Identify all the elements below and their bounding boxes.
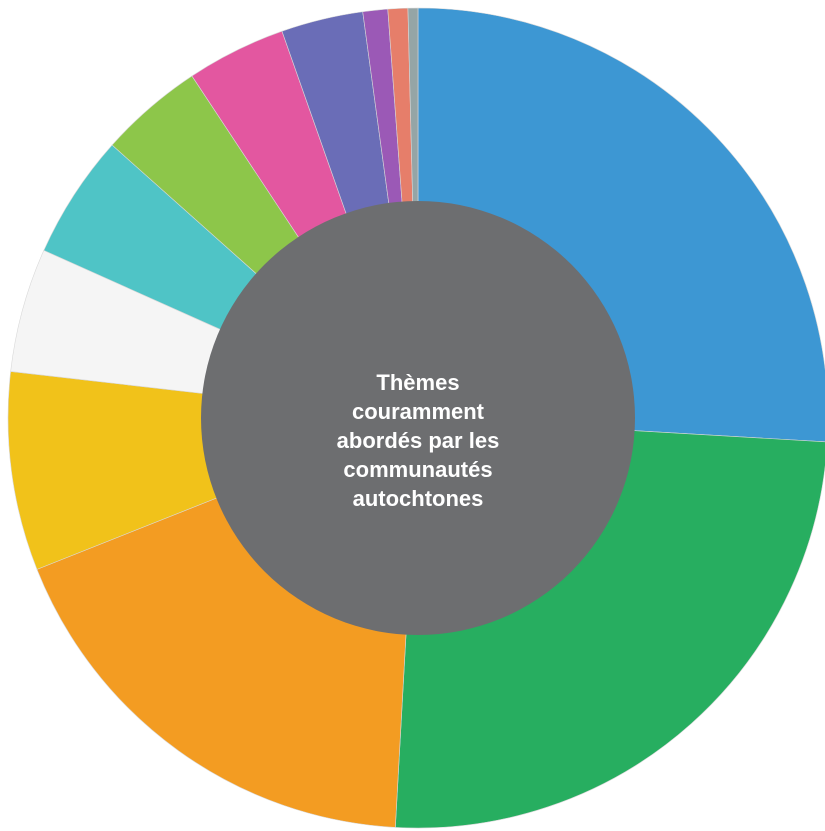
chart-title: Thèmes couramment abordés par les commun… (290, 368, 546, 513)
chart-title-line: abordés par les (336, 428, 500, 453)
donut-slices (7, 7, 825, 829)
chart-title-line: Thèmes (376, 370, 460, 395)
chart-title-line: communautés (343, 457, 493, 482)
chart-title-line: couramment (351, 399, 485, 424)
chart-title-line: autochtones (352, 486, 484, 511)
donut-center-disc (201, 201, 635, 635)
